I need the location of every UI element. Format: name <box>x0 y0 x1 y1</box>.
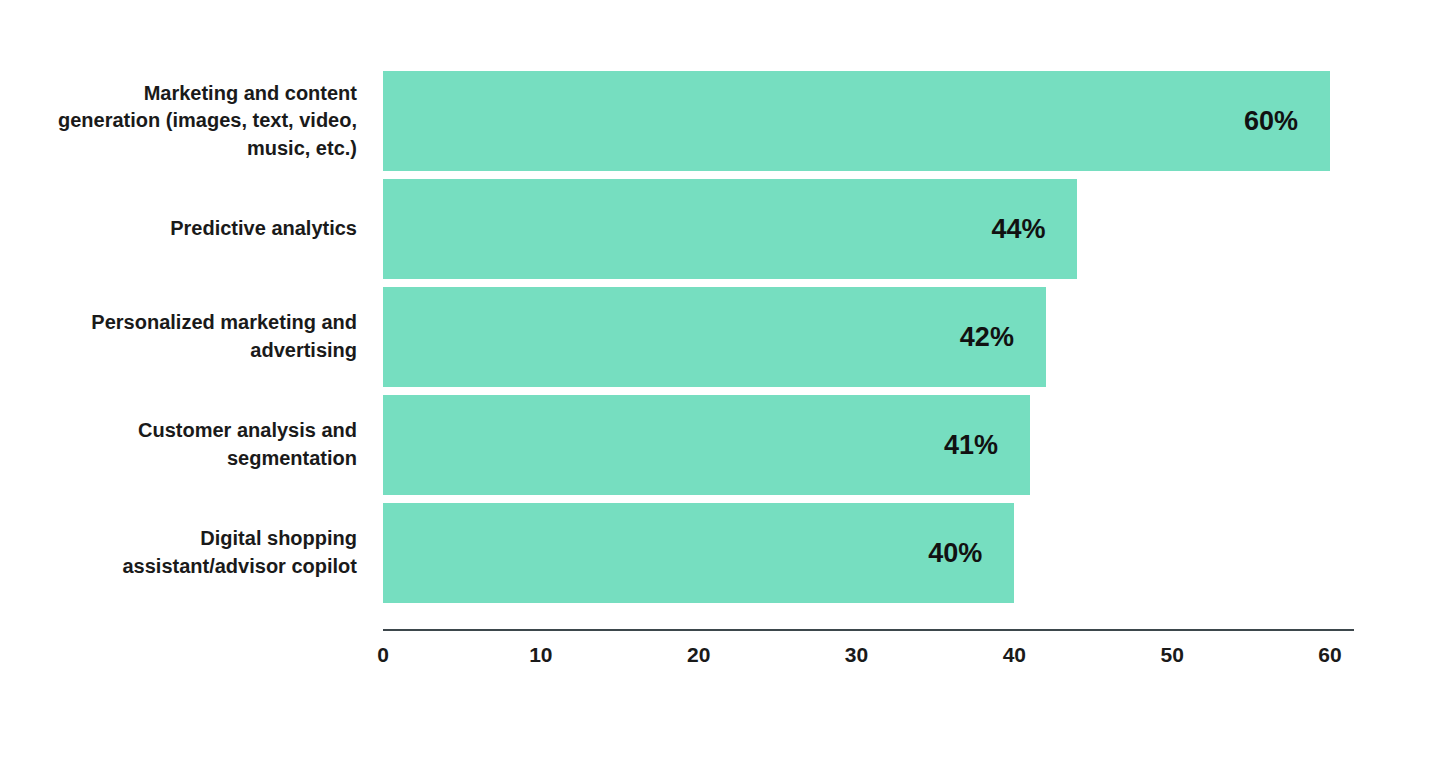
axis-spacer <box>57 629 383 677</box>
bar-chart: Marketing and content generation (images… <box>0 0 1440 677</box>
bar: 41% <box>383 395 1030 495</box>
x-axis-tick-label: 40 <box>1003 643 1026 667</box>
bar-track: 44% <box>383 179 1330 279</box>
category-label: Digital shopping assistant/advisor copil… <box>57 503 383 603</box>
chart-row: Digital shopping assistant/advisor copil… <box>57 503 1440 603</box>
x-axis-tick-label: 60 <box>1318 643 1341 667</box>
bar: 44% <box>383 179 1077 279</box>
chart-row: Customer analysis and segmentation 41% <box>57 395 1440 495</box>
x-axis-tick-label: 20 <box>687 643 710 667</box>
chart-row: Personalized marketing and advertising 42… <box>57 287 1440 387</box>
x-axis-area: 0102030405060 <box>383 629 1354 677</box>
x-axis-ticks: 0102030405060 <box>383 631 1330 677</box>
value-label: 60% <box>1244 106 1330 137</box>
bar-track: 41% <box>383 395 1330 495</box>
value-label: 41% <box>944 430 1030 461</box>
bar: 40% <box>383 503 1014 603</box>
bar-track: 60% <box>383 71 1330 171</box>
bar-track: 42% <box>383 287 1330 387</box>
x-axis-tick-label: 30 <box>845 643 868 667</box>
chart-rows: Marketing and content generation (images… <box>57 71 1440 603</box>
bar: 60% <box>383 71 1330 171</box>
x-axis-tick-label: 50 <box>1160 643 1183 667</box>
chart-row: Marketing and content generation (images… <box>57 71 1440 171</box>
value-label: 40% <box>928 538 1014 569</box>
bar: 42% <box>383 287 1046 387</box>
x-axis-tick-label: 10 <box>529 643 552 667</box>
category-label: Personalized marketing and advertising <box>57 287 383 387</box>
x-axis: 0 10 20 30 40 50 60 <box>57 629 1440 677</box>
chart-row: Predictive analytics 44% <box>57 179 1440 279</box>
category-label: Customer analysis and segmentation <box>57 395 383 495</box>
category-label: Predictive analytics <box>57 179 383 279</box>
bar-track: 40% <box>383 503 1330 603</box>
value-label: 42% <box>960 322 1046 353</box>
value-label: 44% <box>991 214 1077 245</box>
x-axis-tick-label: 0 <box>377 643 389 667</box>
category-label: Marketing and content generation (images… <box>57 71 383 171</box>
